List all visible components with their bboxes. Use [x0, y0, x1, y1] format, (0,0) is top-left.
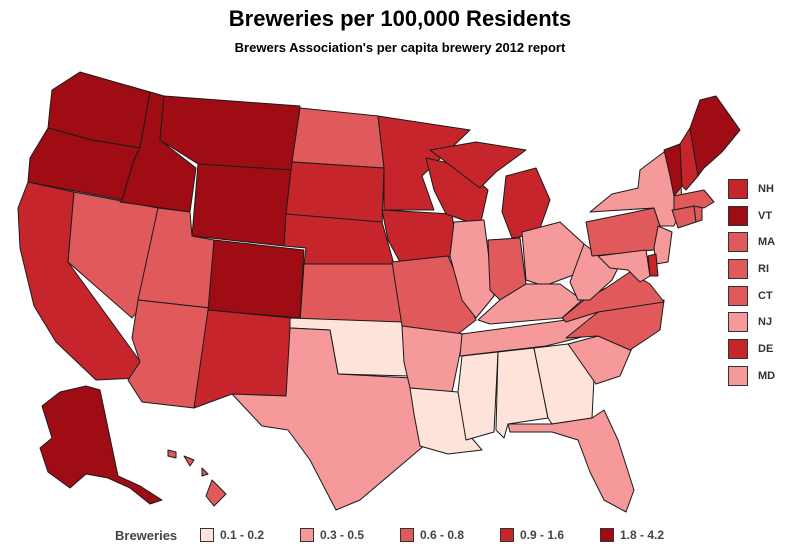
state-ri[interactable]	[693, 205, 703, 223]
small-state-ct: CT	[728, 285, 798, 307]
small-state-nh-label: NH	[758, 183, 774, 195]
small-state-nj-swatch	[728, 312, 748, 333]
legend-swatch-2	[300, 528, 314, 542]
state-hi[interactable]	[167, 449, 227, 507]
state-sc[interactable]	[567, 335, 633, 385]
map-title: Breweries per 100,000 Residents	[228, 6, 572, 31]
small-state-ma: MA	[728, 231, 798, 253]
small-state-ct-swatch	[728, 285, 748, 306]
small-state-md-label: MD	[758, 369, 776, 382]
legend-title: Breweries	[115, 528, 178, 543]
map-subtitle: Brewers Association's per capita brewery…	[234, 40, 566, 55]
state-md[interactable]	[597, 249, 651, 283]
state-ky[interactable]	[477, 283, 583, 325]
state-ar[interactable]	[401, 325, 465, 393]
legend-item-4: 0.9 - 1.6	[500, 528, 564, 542]
state-wy[interactable]	[191, 163, 293, 247]
small-state-md-swatch	[728, 365, 748, 386]
small-state-ri-swatch	[728, 259, 748, 280]
legend-item-3: 0.6 - 0.8	[400, 528, 464, 542]
legend-label-1: 0.1 - 0.2	[220, 528, 265, 542]
legend-label-2: 0.3 - 0.5	[320, 528, 365, 542]
state-nd[interactable]	[291, 107, 385, 169]
small-state-nj-label: NJ	[758, 316, 773, 329]
legend-swatch-1	[200, 528, 214, 542]
state-mn[interactable]	[377, 115, 471, 211]
legend-label-5: 1.8 - 4.2	[620, 528, 665, 542]
state-ia[interactable]	[381, 209, 459, 263]
small-state-de: DE	[728, 338, 798, 360]
small-states-legend: NH VT MA RI CT NJ DE MD	[728, 178, 798, 392]
small-state-ct-label: CT	[758, 289, 773, 302]
state-ks[interactable]	[299, 263, 405, 327]
small-state-de-label: DE	[758, 343, 774, 356]
small-state-nh-swatch	[728, 179, 748, 199]
state-ma[interactable]	[673, 189, 715, 211]
small-state-vt-label: VT	[758, 209, 773, 222]
small-state-md: MD	[728, 365, 798, 387]
small-state-ri-label: RI	[758, 263, 769, 276]
state-co[interactable]	[207, 239, 305, 319]
small-state-nj: NJ	[728, 311, 798, 333]
legend-item-5: 1.8 - 4.2	[600, 528, 664, 542]
legend-item-2: 0.3 - 0.5	[300, 528, 364, 542]
state-tx[interactable]	[231, 327, 427, 511]
small-state-ri: RI	[728, 258, 798, 280]
state-nm[interactable]	[193, 309, 293, 409]
small-state-nh: NH	[728, 178, 798, 200]
state-fl[interactable]	[507, 409, 635, 513]
state-nj[interactable]	[653, 225, 673, 265]
state-ak[interactable]	[39, 385, 163, 505]
state-vt[interactable]	[663, 143, 683, 197]
state-me[interactable]	[689, 95, 741, 177]
state-nh[interactable]	[679, 127, 699, 191]
legend-label-4: 0.9 - 1.6	[520, 528, 565, 542]
legend-swatch-5	[600, 528, 614, 542]
legend-swatch-3	[400, 528, 414, 542]
small-state-vt-swatch	[728, 205, 748, 226]
state-pa[interactable]	[585, 207, 661, 257]
small-state-ma-label: MA	[758, 236, 776, 249]
small-state-de-swatch	[728, 339, 748, 360]
state-ms[interactable]	[457, 351, 499, 441]
legend-swatch-4	[500, 528, 514, 542]
small-state-ma-swatch	[728, 232, 748, 253]
legend-item-1: 0.1 - 0.2	[200, 528, 264, 542]
legend-label-3: 0.6 - 0.8	[420, 528, 465, 542]
state-il[interactable]	[449, 219, 495, 319]
small-state-vt: VT	[728, 205, 798, 227]
color-legend: Breweries 0.1 - 0.2 0.3 - 0.5 0.6 - 0.8 …	[0, 526, 800, 546]
